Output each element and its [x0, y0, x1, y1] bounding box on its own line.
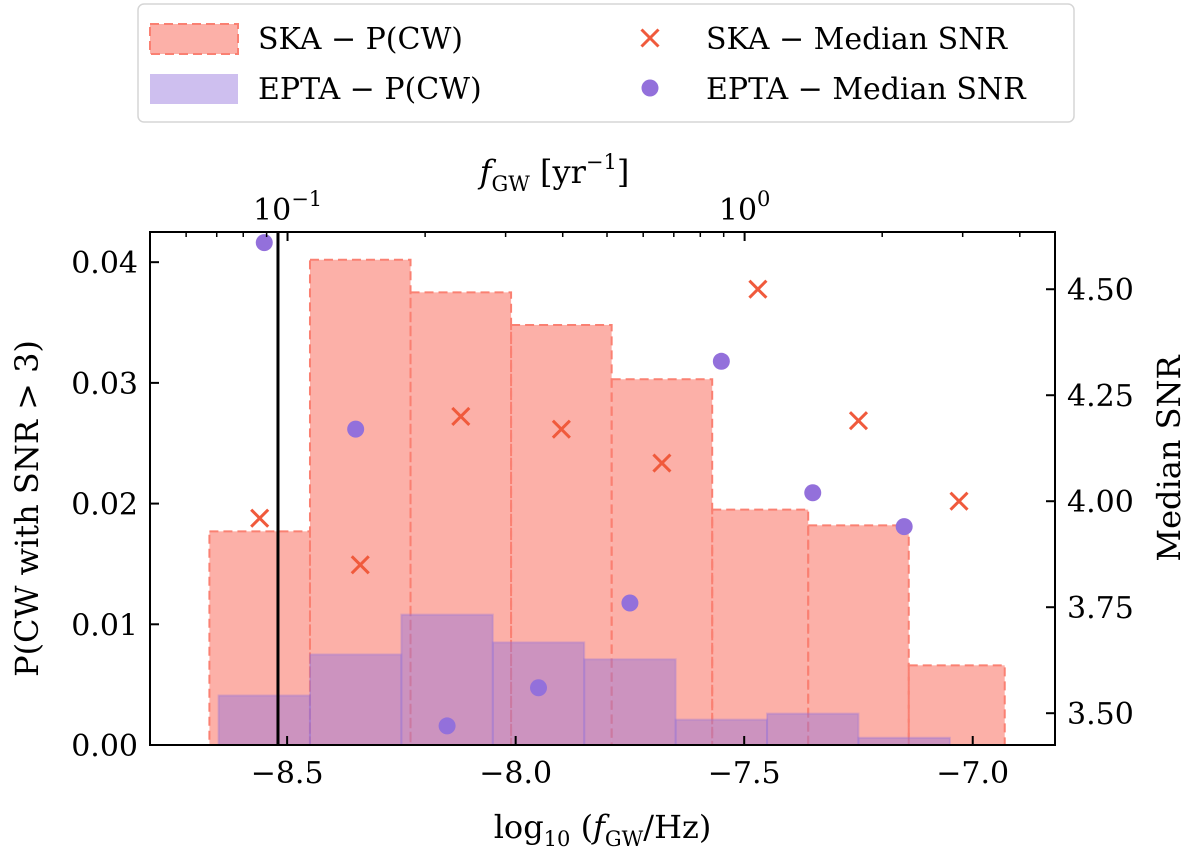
ska-snr-marker-stroke [451, 406, 471, 426]
y-left-tick-label: 0.02 [71, 488, 138, 523]
top-tick-base: 10 [719, 193, 757, 228]
right-y-axis-label: Median SNR [1150, 354, 1188, 561]
legend-label: SKA − Median SNR [706, 22, 1008, 57]
legend-handle-ska-bar [149, 23, 239, 55]
y-left-tick-label: 0.03 [71, 367, 138, 402]
ska-snr-marker-2 [451, 406, 471, 426]
epta-snr-marker-4 [621, 594, 639, 612]
epta-bar-1 [308, 653, 403, 746]
legend-entry-2: SKA − Median SNR [640, 22, 1008, 57]
y-right-tick-label: 3.50 [1067, 697, 1134, 732]
epta-bar-7 [857, 736, 951, 746]
ska-snr-marker-stroke [652, 453, 672, 473]
epta-snr-marker-7 [895, 518, 913, 536]
ska-bar-6 [807, 524, 910, 747]
legend-label: SKA − P(CW) [258, 22, 463, 57]
top-tick-label: 10−1 [253, 187, 322, 228]
ska-snr-marker-stroke [748, 279, 768, 299]
y-right-tick-label: 4.50 [1067, 273, 1134, 308]
ska-snr-marker-stroke [350, 555, 370, 575]
ticks: −8.5 −8.0 −7.5 −7.0 0.00 0.01 0.02 0.03 0.04 3.50… [71, 187, 1134, 791]
ska-bar-0 [208, 530, 311, 746]
epta-bars [217, 613, 951, 747]
ska-bar-4 [610, 378, 714, 746]
ska-snr-marker-5 [748, 279, 768, 299]
snr-markers [250, 234, 969, 735]
top-tick-exponent: −1 [291, 187, 322, 211]
ska-bar-1 [308, 258, 412, 746]
x-tick-label: −7.5 [708, 756, 781, 791]
ska-snr-marker-1 [350, 555, 370, 575]
ska-snr-marker-0 [250, 508, 270, 528]
ska-snr-marker-6 [848, 411, 869, 431]
ska-snr-marker-stroke [848, 411, 869, 431]
ska-snr-marker-stroke [250, 508, 270, 528]
epta-bar-4 [583, 658, 677, 747]
epta-snr-marker-2 [438, 717, 456, 735]
legend-handle-x-marker [640, 28, 660, 48]
y-left-tick-label: 0.00 [71, 729, 138, 764]
ska-snr-marker-4 [652, 453, 672, 473]
legend-handle-dot-marker [641, 79, 659, 97]
y-right-tick-label: 3.75 [1067, 591, 1134, 626]
top-tick-label: 100 [719, 187, 771, 228]
legend-box [137, 3, 1075, 123]
top-tick-exponent: 0 [757, 187, 770, 211]
axis-labels: log10 (fGW/Hz) fGW [yr−1] P(CW with SNR … [8, 150, 1188, 851]
legend-label: EPTA − Median SNR [706, 72, 1027, 107]
epta-bar-6 [766, 712, 860, 746]
legend-label: EPTA − P(CW) [258, 72, 482, 107]
ska-bar-5 [711, 508, 810, 746]
plot-frame [149, 231, 1056, 746]
x-tick-label: −8.5 [251, 756, 324, 791]
epta-snr-marker-0 [255, 234, 273, 252]
legend-entry-0: SKA − P(CW) [149, 22, 463, 57]
ska-bar-3 [510, 323, 613, 746]
x-tick-label: −8.0 [479, 756, 552, 791]
top-x-axis-label: fGW [yr−1] [478, 150, 630, 196]
ska-bars [208, 258, 1006, 747]
ska-snr-marker-3 [551, 419, 571, 439]
epta-snr-marker-5 [712, 352, 730, 370]
legend: SKA − P(CW) EPTA − P(CW) SKA − Median SNR E… [137, 3, 1075, 123]
epta-bar-5 [674, 718, 769, 747]
legend-entry-3: EPTA − Median SNR [641, 72, 1027, 107]
legend-handle-epta-bar [150, 74, 238, 104]
ska-snr-marker-stroke [949, 491, 969, 511]
legend-entry-1: EPTA − P(CW) [150, 72, 482, 107]
y-left-tick-label: 0.01 [71, 608, 138, 643]
y-left-tick-label: 0.04 [71, 246, 138, 281]
top-tick-base: 10 [253, 193, 291, 228]
x-axis-label: log10 (fGW/Hz) [494, 808, 712, 851]
left-y-axis-label: P(CW with SNR > 3) [8, 340, 46, 677]
epta-snr-marker-1 [347, 420, 365, 438]
epta-snr-marker-6 [804, 484, 822, 502]
ska-bar-2 [409, 291, 513, 746]
ska-snr-marker-stroke [551, 419, 571, 439]
x-tick-label: −7.0 [936, 756, 1009, 791]
axes [149, 231, 1056, 746]
epta-bar-0 [217, 694, 311, 746]
ska-bar-7 [907, 664, 1006, 746]
y-right-tick-label: 4.00 [1067, 485, 1134, 520]
epta-snr-marker-3 [530, 679, 548, 697]
ska-snr-marker-7 [949, 491, 969, 511]
y-right-tick-label: 4.25 [1067, 379, 1134, 414]
